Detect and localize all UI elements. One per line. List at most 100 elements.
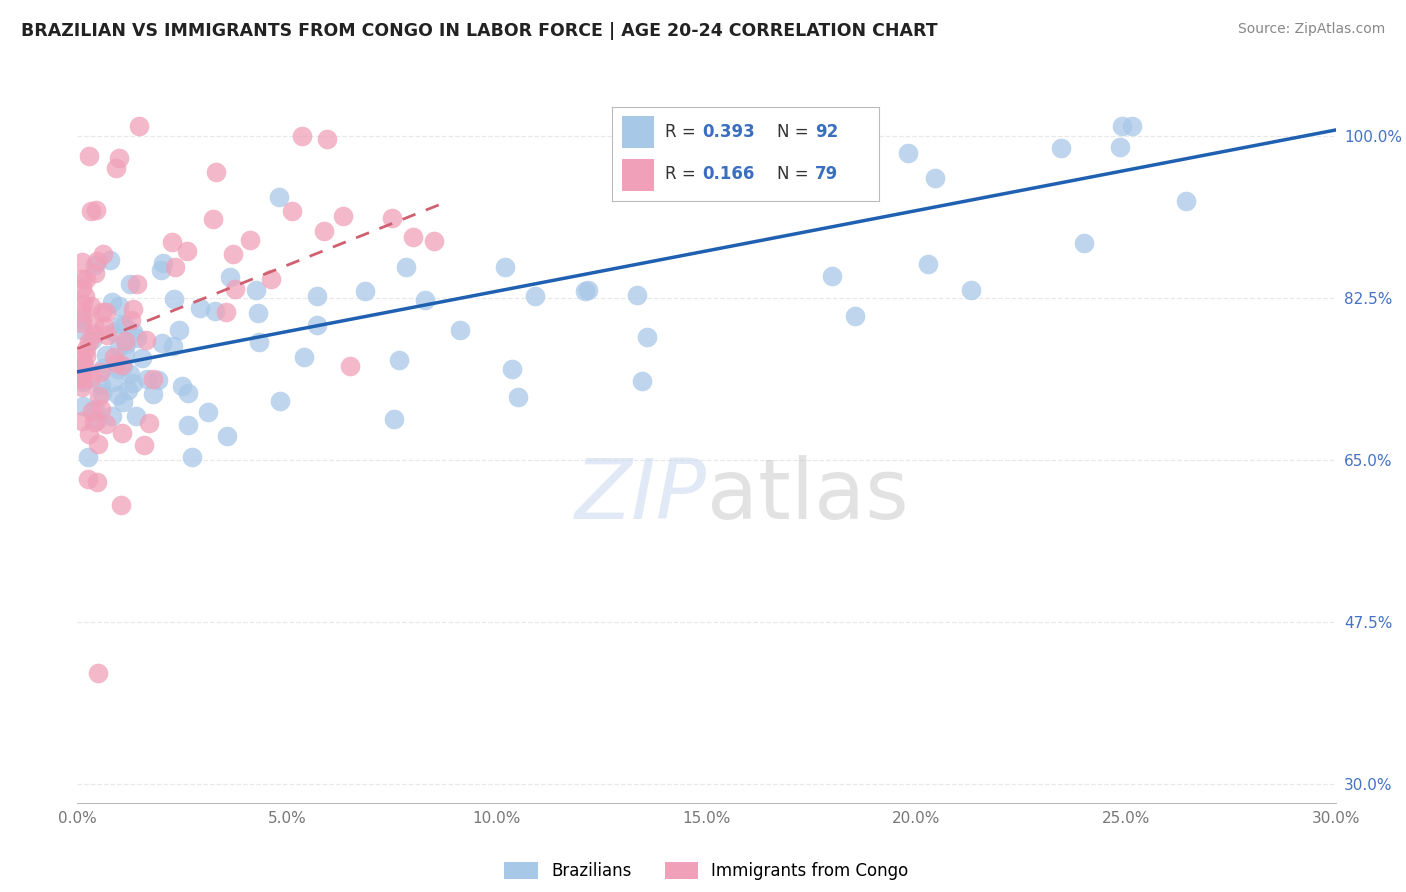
Point <box>90 386 112 401</box>
Point <box>917 257 939 271</box>
Point <box>135 333 157 347</box>
Point <box>86 475 108 489</box>
Point <box>98 253 121 268</box>
Point <box>87 666 110 681</box>
Point <box>80 203 103 218</box>
Point <box>118 277 141 291</box>
Point <box>75 272 97 286</box>
Point <box>101 376 124 390</box>
Point <box>636 330 658 344</box>
Point <box>1174 194 1197 208</box>
Point <box>93 318 115 333</box>
Point <box>87 437 110 451</box>
Point <box>90 401 112 416</box>
Point <box>128 120 150 134</box>
Point <box>205 165 228 179</box>
Text: R =: R = <box>665 123 702 141</box>
Point <box>169 323 191 337</box>
Point <box>107 152 129 166</box>
Point <box>1108 139 1130 153</box>
Text: Source: ZipAtlas.com: Source: ZipAtlas.com <box>1237 22 1385 37</box>
Point <box>897 146 920 161</box>
Point <box>245 284 267 298</box>
Point <box>127 331 149 345</box>
Point <box>75 349 97 363</box>
Point <box>142 387 165 401</box>
Point <box>125 277 148 292</box>
Point <box>107 388 129 402</box>
Point <box>260 272 283 286</box>
Point <box>114 334 136 348</box>
Point <box>83 415 105 429</box>
Point <box>70 352 93 367</box>
Point <box>176 244 198 258</box>
Point <box>80 299 103 313</box>
Bar <box>623 160 654 191</box>
Point <box>163 293 186 307</box>
Point <box>180 450 202 464</box>
Point <box>103 325 125 339</box>
Point <box>305 318 328 332</box>
Point <box>162 338 184 352</box>
Point <box>118 367 141 381</box>
Point <box>122 376 145 390</box>
Point <box>117 383 139 397</box>
Point <box>93 247 115 261</box>
Point <box>84 401 107 416</box>
Point <box>315 132 337 146</box>
Point <box>90 305 112 319</box>
Point <box>163 260 186 274</box>
Point <box>110 498 132 512</box>
Point <box>219 269 242 284</box>
Point <box>291 128 314 143</box>
Point <box>70 281 93 295</box>
Point <box>423 235 446 249</box>
Point <box>104 161 127 176</box>
Point <box>382 412 405 426</box>
Point <box>72 323 94 337</box>
Point <box>86 254 108 268</box>
Point <box>83 327 105 342</box>
Point <box>72 359 94 373</box>
Point <box>105 356 128 370</box>
Point <box>388 352 411 367</box>
Point <box>354 285 377 299</box>
Point <box>217 428 239 442</box>
Text: 0.166: 0.166 <box>703 166 755 184</box>
Point <box>177 417 200 432</box>
Point <box>70 371 93 385</box>
Point <box>305 289 328 303</box>
Point <box>312 224 335 238</box>
Text: 92: 92 <box>814 123 838 141</box>
Point <box>70 414 93 428</box>
Point <box>160 235 183 249</box>
Point <box>72 376 94 390</box>
Point <box>80 371 103 385</box>
Point <box>112 318 135 332</box>
Point <box>122 325 145 339</box>
Legend: Brazilians, Immigrants from Congo: Brazilians, Immigrants from Congo <box>505 862 908 880</box>
Text: 79: 79 <box>814 166 838 184</box>
Point <box>381 211 404 225</box>
Point <box>96 328 118 343</box>
Point <box>844 309 866 323</box>
Point <box>89 390 111 404</box>
Point <box>1073 235 1095 250</box>
Point <box>73 358 96 372</box>
Point <box>215 305 238 319</box>
Point <box>201 211 224 226</box>
Point <box>292 350 315 364</box>
Point <box>830 172 852 186</box>
Point <box>960 283 983 297</box>
Point <box>90 378 112 392</box>
Point <box>115 337 138 351</box>
Text: N =: N = <box>778 123 814 141</box>
Point <box>508 391 530 405</box>
Point <box>131 351 153 366</box>
Point <box>77 472 100 486</box>
Point <box>339 359 361 373</box>
Point <box>89 365 111 379</box>
Point <box>111 426 134 441</box>
Point <box>86 413 108 427</box>
Point <box>494 260 516 275</box>
